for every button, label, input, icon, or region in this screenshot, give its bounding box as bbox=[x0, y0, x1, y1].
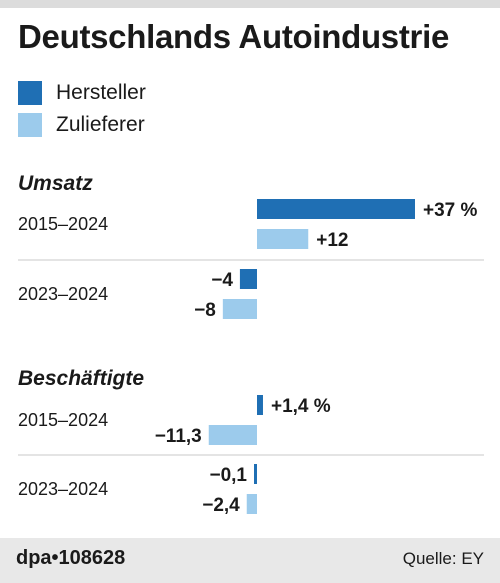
legend-item-zulieferer: Zulieferer bbox=[18, 112, 145, 138]
period-label-beschaeftigte-2: 2023–2024 bbox=[18, 479, 108, 499]
period-label-beschaeftigte-1: 2015–2024 bbox=[18, 410, 108, 430]
bar-umsatz-2-zulieferer bbox=[222, 299, 257, 319]
value-label-beschaeftigte-1-zulieferer: −11,3 bbox=[155, 426, 202, 447]
value-label-beschaeftigte-1-hersteller: +1,4 % bbox=[271, 396, 331, 417]
legend-label-zulieferer: Zulieferer bbox=[56, 113, 145, 136]
bar-beschaeftigte-1-hersteller bbox=[257, 395, 263, 415]
period-label-umsatz-1: 2015–2024 bbox=[18, 214, 108, 234]
value-label-umsatz-2-hersteller: −4 bbox=[211, 270, 233, 291]
value-label-beschaeftigte-2-zulieferer: −2,4 bbox=[202, 495, 240, 516]
legend-item-hersteller: Hersteller bbox=[18, 80, 146, 106]
bar-chart: Umsatz 2015–2024 +37 % +12 2023–2024 −4 −8 Besc… bbox=[18, 172, 484, 516]
value-label-umsatz-2-zulieferer: −8 bbox=[194, 300, 216, 321]
dpa-logo: dpa•108628 bbox=[16, 547, 126, 569]
bar-umsatz-1-zulieferer bbox=[257, 229, 309, 249]
legend-swatch-hersteller bbox=[18, 81, 42, 105]
value-label-umsatz-1-hersteller: +37 % bbox=[423, 200, 478, 221]
section-title-beschaeftigte: Beschäftigte bbox=[18, 367, 144, 390]
chart-title: Deutschlands Autoindustrie bbox=[18, 18, 450, 55]
bar-beschaeftigte-2-zulieferer bbox=[246, 494, 257, 514]
legend-swatch-zulieferer bbox=[18, 113, 42, 137]
footer: dpa•108628 Quelle: EY bbox=[0, 538, 500, 583]
value-label-umsatz-1-zulieferer: +12 bbox=[316, 230, 348, 251]
legend-label-hersteller: Hersteller bbox=[56, 81, 146, 104]
value-label-beschaeftigte-2-hersteller: −0,1 bbox=[209, 465, 247, 486]
bar-umsatz-2-hersteller bbox=[239, 269, 257, 289]
bar-beschaeftigte-1-zulieferer bbox=[208, 425, 257, 445]
top-bar bbox=[0, 0, 500, 8]
source-note: Quelle: EY bbox=[402, 549, 484, 568]
bar-umsatz-1-hersteller bbox=[257, 199, 415, 219]
section-title-umsatz: Umsatz bbox=[18, 172, 93, 195]
bar-beschaeftigte-2-hersteller bbox=[254, 464, 257, 484]
period-label-umsatz-2: 2023–2024 bbox=[18, 284, 108, 304]
